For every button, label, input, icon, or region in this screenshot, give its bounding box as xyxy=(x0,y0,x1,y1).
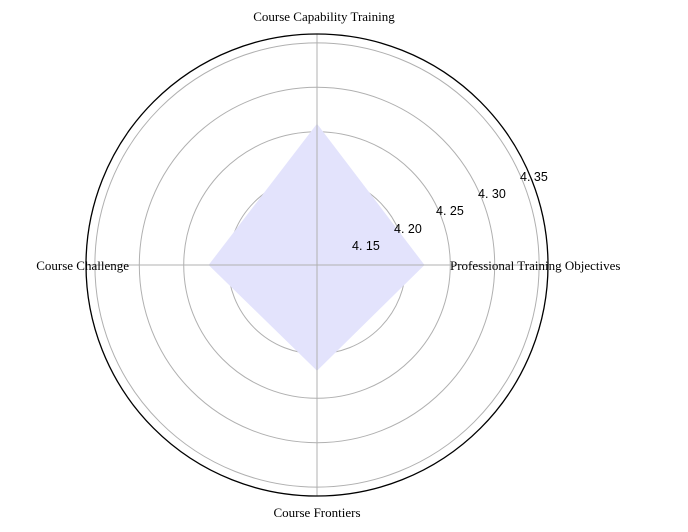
axis-label-course-challenge: Course Challenge xyxy=(36,258,129,273)
axis-spokes xyxy=(86,34,548,496)
axis-label-course-frontiers: Course Frontiers xyxy=(273,505,360,520)
outer-ring xyxy=(85,33,549,497)
r-tick-label-4-20: 4. 20 xyxy=(394,222,422,236)
r-tick-label-4-30: 4. 30 xyxy=(478,187,506,201)
r-tick-label-4-25: 4. 25 xyxy=(436,204,464,218)
axis-label-professional-training-objectives: Professional Training Objectives xyxy=(450,258,620,273)
r-tick-label-4-15: 4. 15 xyxy=(352,239,380,253)
axis-label-course-capability-training: Course Capability Training xyxy=(253,9,395,24)
r-tick-label-4-35: 4. 35 xyxy=(520,170,548,184)
